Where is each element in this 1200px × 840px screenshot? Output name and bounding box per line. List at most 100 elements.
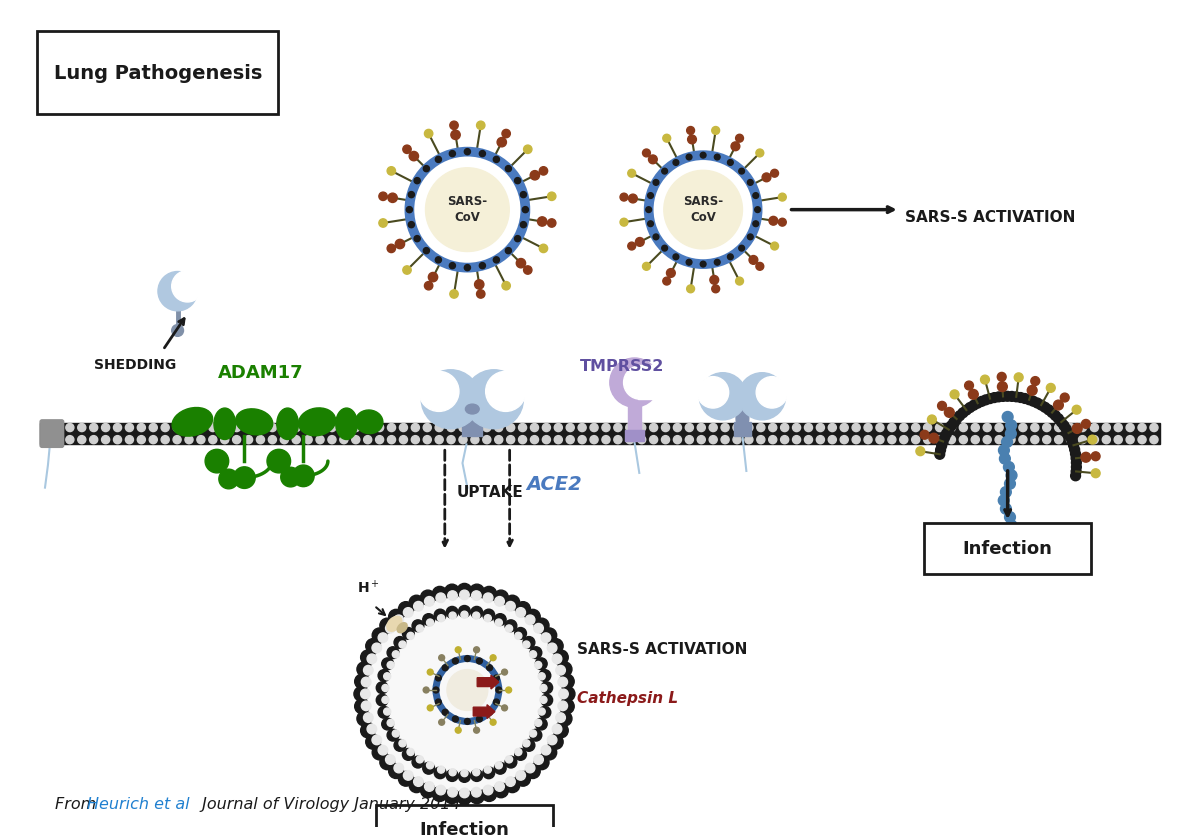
Circle shape [292, 423, 300, 432]
Circle shape [473, 769, 480, 776]
Circle shape [523, 641, 530, 648]
Circle shape [522, 207, 528, 213]
Circle shape [448, 591, 457, 601]
Circle shape [900, 436, 908, 444]
Circle shape [1001, 486, 1012, 497]
Circle shape [516, 259, 526, 268]
Circle shape [1061, 393, 1069, 402]
Circle shape [281, 467, 300, 487]
Circle shape [398, 641, 406, 648]
Circle shape [602, 436, 610, 444]
Circle shape [366, 734, 380, 749]
Circle shape [535, 719, 541, 727]
Circle shape [377, 682, 388, 694]
Circle shape [736, 134, 744, 142]
Circle shape [425, 281, 433, 290]
Circle shape [997, 381, 1007, 391]
Circle shape [382, 658, 394, 669]
Circle shape [1091, 436, 1098, 444]
Circle shape [714, 260, 720, 265]
Text: Lung Pathogenesis: Lung Pathogenesis [54, 64, 262, 82]
Circle shape [377, 694, 388, 706]
Circle shape [526, 609, 540, 624]
Circle shape [637, 436, 646, 444]
Text: SHEDDING: SHEDDING [94, 358, 176, 372]
Circle shape [316, 423, 324, 432]
Circle shape [114, 423, 121, 432]
Circle shape [364, 665, 373, 675]
Circle shape [436, 785, 445, 795]
Ellipse shape [355, 410, 383, 433]
Circle shape [403, 265, 412, 274]
Circle shape [628, 242, 636, 250]
Circle shape [395, 239, 404, 249]
Circle shape [646, 207, 652, 213]
Circle shape [486, 371, 526, 412]
Circle shape [949, 417, 959, 428]
Circle shape [412, 436, 419, 444]
Circle shape [712, 285, 720, 293]
Circle shape [828, 436, 836, 444]
Circle shape [661, 423, 670, 432]
Circle shape [526, 764, 540, 779]
Circle shape [642, 149, 650, 157]
Circle shape [1150, 436, 1158, 444]
Circle shape [421, 370, 480, 428]
Circle shape [515, 235, 521, 242]
Circle shape [1012, 392, 1021, 402]
Circle shape [920, 430, 929, 439]
Circle shape [539, 706, 551, 718]
Circle shape [233, 436, 241, 444]
Circle shape [756, 376, 787, 408]
Circle shape [420, 591, 436, 605]
Circle shape [1114, 436, 1122, 444]
Circle shape [686, 285, 695, 293]
Circle shape [998, 545, 1009, 556]
Circle shape [470, 436, 479, 444]
FancyBboxPatch shape [376, 805, 553, 840]
Circle shape [494, 423, 503, 432]
Circle shape [700, 373, 746, 420]
Circle shape [1004, 512, 1015, 522]
Circle shape [505, 620, 517, 632]
Circle shape [458, 423, 467, 432]
Circle shape [916, 447, 925, 455]
Circle shape [959, 423, 967, 432]
Circle shape [940, 433, 949, 443]
Circle shape [1069, 444, 1080, 454]
Circle shape [518, 436, 527, 444]
Circle shape [539, 669, 551, 681]
Circle shape [445, 789, 460, 804]
Circle shape [233, 423, 241, 432]
Circle shape [950, 390, 959, 399]
Circle shape [947, 436, 955, 444]
Circle shape [185, 436, 193, 444]
Circle shape [436, 699, 442, 705]
Circle shape [439, 719, 445, 725]
Circle shape [1004, 478, 1015, 489]
Circle shape [482, 436, 491, 444]
Circle shape [1040, 402, 1050, 412]
Circle shape [481, 586, 497, 601]
Circle shape [538, 673, 545, 680]
Ellipse shape [172, 407, 212, 436]
Ellipse shape [214, 408, 235, 439]
Circle shape [937, 441, 947, 450]
Circle shape [1006, 470, 1016, 480]
Circle shape [539, 166, 547, 175]
Circle shape [388, 244, 396, 253]
Circle shape [414, 601, 424, 611]
Circle shape [458, 606, 470, 617]
Circle shape [398, 771, 413, 786]
Circle shape [965, 381, 973, 390]
Circle shape [1046, 383, 1055, 392]
Circle shape [481, 787, 497, 801]
Circle shape [1020, 394, 1030, 403]
Circle shape [935, 449, 944, 459]
Circle shape [1069, 440, 1079, 450]
Circle shape [452, 716, 458, 722]
Circle shape [502, 705, 508, 711]
Circle shape [526, 764, 535, 773]
Circle shape [944, 425, 954, 434]
FancyArrow shape [478, 675, 499, 689]
